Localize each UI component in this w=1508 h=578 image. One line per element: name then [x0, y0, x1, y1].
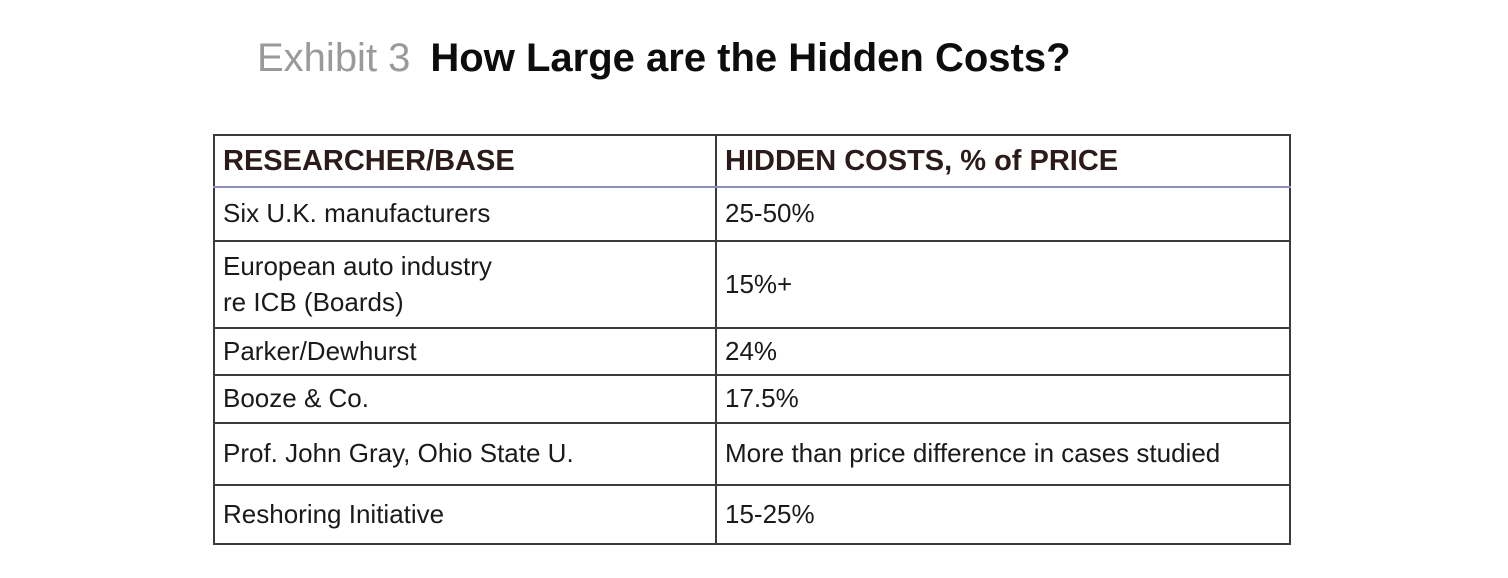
- hidden-costs-table: RESEARCHER/BASE HIDDEN COSTS, % of PRICE…: [213, 134, 1291, 545]
- hidden-costs-cell: 24%: [715, 327, 1291, 376]
- table-row: Booze & Co. 17.5%: [213, 374, 1291, 424]
- table-row: Parker/Dewhurst 24%: [213, 327, 1291, 376]
- researcher-cell: Reshoring Initiative: [213, 484, 717, 545]
- hidden-costs-cell: 15%+: [715, 240, 1291, 329]
- researcher-cell: Six U.K. manufacturers: [213, 186, 717, 242]
- hidden-costs-cell: More than price difference in cases stud…: [715, 422, 1291, 486]
- hidden-costs-cell: 17.5%: [715, 374, 1291, 424]
- title-text: How Large are the Hidden Costs?: [430, 36, 1071, 80]
- hidden-costs-cell: 15-25%: [715, 484, 1291, 545]
- table-row: European auto industry re ICB (Boards) 1…: [213, 240, 1291, 329]
- exhibit-label: Exhibit 3: [257, 36, 411, 80]
- researcher-cell: Booze & Co.: [213, 374, 717, 424]
- hidden-costs-cell: 25-50%: [715, 186, 1291, 242]
- table-row: Six U.K. manufacturers 25-50%: [213, 186, 1291, 242]
- page-title: Exhibit 3 How Large are the Hidden Costs?: [257, 34, 1071, 82]
- table-row: Prof. John Gray, Ohio State U. More than…: [213, 422, 1291, 486]
- table-header-row: RESEARCHER/BASE HIDDEN COSTS, % of PRICE: [213, 134, 1291, 188]
- column-header-hidden-costs: HIDDEN COSTS, % of PRICE: [715, 134, 1291, 188]
- column-header-researcher: RESEARCHER/BASE: [213, 134, 717, 188]
- researcher-cell: Prof. John Gray, Ohio State U.: [213, 422, 717, 486]
- table-row: Reshoring Initiative 15-25%: [213, 484, 1291, 545]
- researcher-cell: Parker/Dewhurst: [213, 327, 717, 376]
- researcher-cell: European auto industry re ICB (Boards): [213, 240, 717, 329]
